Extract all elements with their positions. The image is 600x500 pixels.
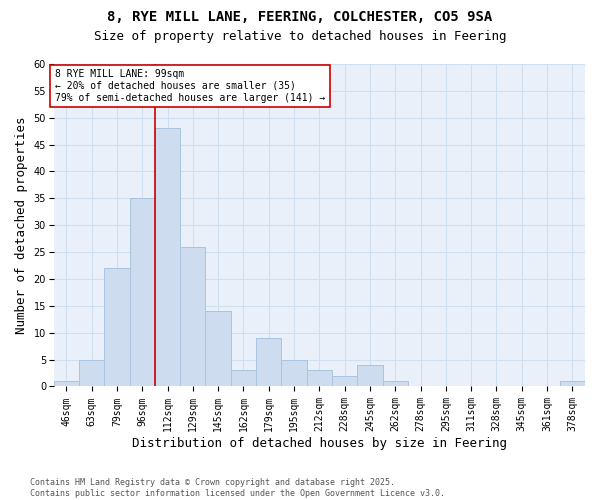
Text: Contains HM Land Registry data © Crown copyright and database right 2025.
Contai: Contains HM Land Registry data © Crown c…	[30, 478, 445, 498]
Bar	[383, 381, 408, 386]
Text: Size of property relative to detached houses in Feering: Size of property relative to detached ho…	[94, 30, 506, 43]
Y-axis label: Number of detached properties: Number of detached properties	[15, 116, 28, 334]
Bar	[155, 128, 180, 386]
Bar	[130, 198, 155, 386]
Bar	[231, 370, 256, 386]
Bar	[281, 360, 307, 386]
X-axis label: Distribution of detached houses by size in Feering: Distribution of detached houses by size …	[132, 437, 507, 450]
Bar	[357, 365, 383, 386]
Bar	[180, 246, 205, 386]
Bar	[205, 311, 231, 386]
Bar	[79, 360, 104, 386]
Bar	[53, 381, 79, 386]
Bar	[560, 381, 585, 386]
Text: 8 RYE MILL LANE: 99sqm
← 20% of detached houses are smaller (35)
79% of semi-det: 8 RYE MILL LANE: 99sqm ← 20% of detached…	[55, 70, 325, 102]
Bar	[332, 376, 357, 386]
Bar	[104, 268, 130, 386]
Bar	[256, 338, 281, 386]
Text: 8, RYE MILL LANE, FEERING, COLCHESTER, CO5 9SA: 8, RYE MILL LANE, FEERING, COLCHESTER, C…	[107, 10, 493, 24]
Bar	[307, 370, 332, 386]
